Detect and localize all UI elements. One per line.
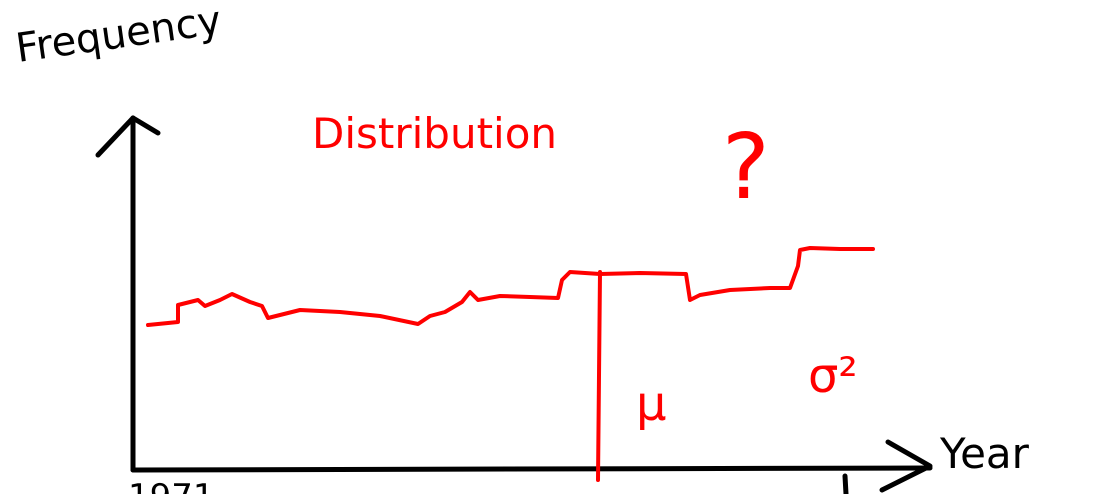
axes	[95, 115, 933, 494]
question-mark: ?	[722, 115, 770, 220]
variance-label: σ²	[808, 348, 858, 404]
x-axis	[130, 465, 933, 473]
distribution-sketch	[146, 246, 875, 482]
y-axis-arrow	[95, 115, 161, 158]
mean-marker	[596, 270, 602, 482]
frequency-line	[146, 246, 875, 327]
x-axis-tick	[842, 473, 849, 494]
x-axis-label: Year	[939, 429, 1030, 478]
y-axis-label: Frequency	[13, 0, 224, 72]
question-label: Distribution	[312, 109, 557, 158]
mean-label: μ	[636, 376, 667, 432]
start-year-label: 1971	[128, 477, 215, 494]
x-axis-arrow	[879, 439, 933, 493]
